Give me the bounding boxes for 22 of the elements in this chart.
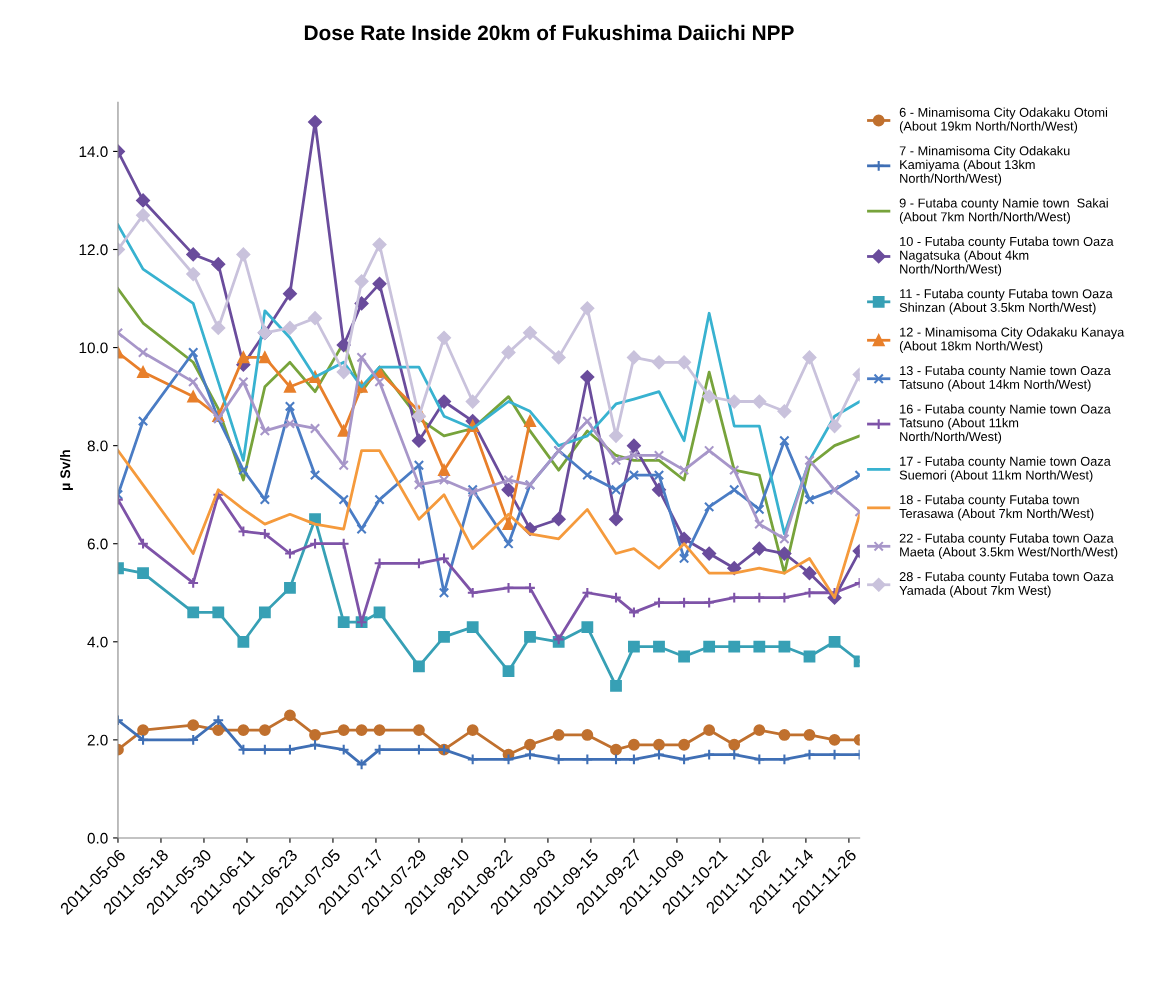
legend-label: 6 - Minamisoma City Odakaku Otomi (About 19km North/North/West)	[899, 107, 1108, 134]
legend-label: 13 - Futaba county Namie town Oaza Tatsuno (About 14km North/West)	[899, 365, 1111, 392]
legend-label: 7 - Minamisoma City Odakaku Kamiyama (About 13km North/North/West)	[899, 145, 1070, 186]
legend-label: 10 - Futaba county Futaba town Oaza Nagatsuka (About 4km North/North/West)	[900, 236, 1114, 277]
legend-label: 9 - Futaba county Namie town Sakai (About 7km North/North/West)	[899, 198, 1108, 224]
y-tick-label: 8.0	[87, 440, 108, 452]
legend-label: 18 - Futaba county Futaba town Terasawa (About 7km North/West)	[899, 494, 1094, 521]
legend-label: 11 - Futaba county Futaba town Oaza Shinzan (About 3.5km North/West)	[899, 288, 1113, 315]
y-tick-label: 2.0	[87, 734, 108, 746]
legend-label: 28 - Futaba county Futaba town Oaza Yamada (About 7km West)	[899, 571, 1114, 598]
y-tick-label: 4.0	[87, 636, 108, 648]
y-tick-label: 14.0	[79, 146, 108, 158]
y-tick-label: 0.0	[87, 832, 108, 844]
legend-label: 16 - Futaba county Namie town Oaza Tatsuno (About 11km North/North/West)	[899, 404, 1111, 444]
legend-label: 12 - Minamisoma City Odakaku Kanaya (About 18km North/West)	[899, 327, 1125, 353]
chart-title: Dose Rate Inside 20km of Fukushima Daiichi NPP	[304, 24, 794, 41]
y-tick-label: 10.0	[79, 342, 108, 354]
y-tick-label: 6.0	[87, 538, 108, 550]
legend-label: 22 - Futaba county Futaba town Oaza Maeta (About 3.5km West/North/West)	[899, 533, 1118, 559]
y-tick-label: 12.0	[79, 244, 108, 256]
legend-label: 17 - Futaba county Namie town Oaza Suemori (About 11km North/West)	[899, 456, 1111, 483]
y-axis-title: μ Sv/h	[60, 450, 73, 491]
